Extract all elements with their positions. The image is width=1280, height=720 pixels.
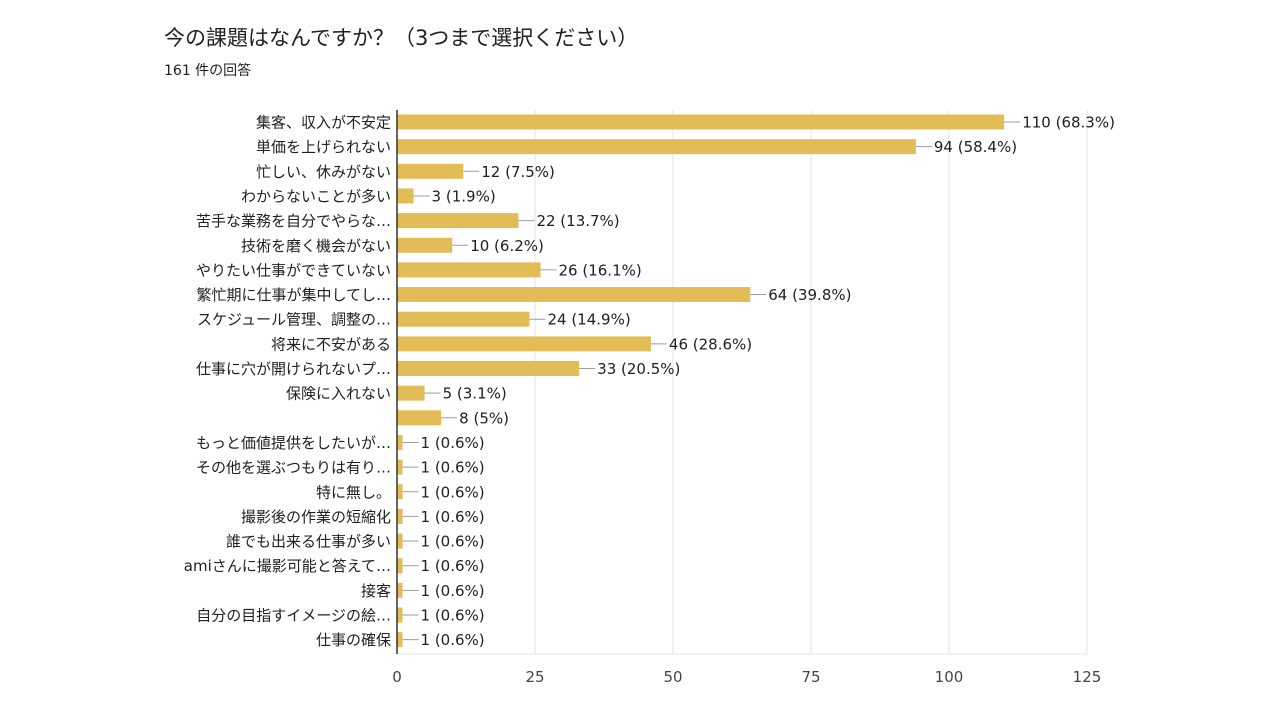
data-label: 1 (0.6%) bbox=[421, 508, 485, 526]
bar bbox=[397, 508, 403, 524]
x-tick-label: 50 bbox=[663, 668, 682, 686]
bar bbox=[397, 607, 403, 623]
data-label: 33 (20.5%) bbox=[597, 360, 680, 378]
category-label: 撮影後の作業の短縮化 bbox=[241, 508, 391, 526]
bar bbox=[397, 582, 403, 598]
category-label: やりたい仕事ができていない bbox=[196, 261, 391, 279]
category-label: 単価を上げられない bbox=[256, 138, 391, 156]
bar bbox=[397, 434, 403, 450]
bar bbox=[397, 385, 425, 401]
bar bbox=[397, 139, 916, 155]
bar bbox=[397, 163, 464, 179]
bar bbox=[397, 237, 453, 253]
category-label: amiさんに撮影可能と答えて… bbox=[184, 557, 391, 575]
bar bbox=[397, 361, 580, 376]
data-label: 1 (0.6%) bbox=[421, 533, 485, 551]
data-label: 46 (28.6%) bbox=[669, 335, 752, 353]
bar bbox=[397, 558, 403, 574]
bar bbox=[397, 213, 519, 229]
category-label: スケジュール管理、調整の… bbox=[197, 311, 391, 329]
category-label: 仕事の確保 bbox=[316, 631, 391, 649]
x-tick-label: 125 bbox=[1073, 668, 1102, 686]
data-labels: 110 (68.3%) 94 (58.4%) 12 (7.5%) 3 (1.9%) 22… bbox=[402, 114, 1115, 649]
data-label: 5 (3.1%) bbox=[443, 385, 507, 403]
category-label: 将来に不安がある bbox=[271, 335, 391, 353]
data-label: 1 (0.6%) bbox=[421, 434, 485, 452]
x-tick-label: 0 bbox=[392, 668, 402, 686]
category-label: 集客、収入が不安定 bbox=[256, 114, 391, 132]
bar bbox=[397, 287, 751, 303]
bar bbox=[397, 114, 1005, 130]
category-label: 繁忙期に仕事が集中してし… bbox=[196, 286, 391, 304]
data-label: 1 (0.6%) bbox=[421, 631, 485, 649]
x-tick-label: 25 bbox=[525, 668, 544, 686]
data-label: 1 (0.6%) bbox=[421, 483, 485, 501]
grid-lines bbox=[397, 110, 1088, 655]
bar bbox=[397, 336, 651, 352]
data-label: 3 (1.9%) bbox=[432, 187, 496, 205]
question-title: 今の課題はなんですか？（3つまで選択ください） bbox=[164, 26, 639, 50]
category-label: 特に無し。 bbox=[316, 483, 391, 501]
data-label: 1 (0.6%) bbox=[421, 557, 485, 575]
category-label: その他を選ぶつもりは有り… bbox=[196, 459, 391, 477]
category-label: 誰でも出来る仕事が多い bbox=[226, 533, 391, 551]
category-label: 仕事に穴が開けられないプ… bbox=[196, 360, 391, 378]
data-label: 64 (39.8%) bbox=[768, 286, 851, 304]
bar bbox=[397, 262, 541, 278]
category-label: 自分の目指すイメージの絵… bbox=[196, 607, 391, 625]
data-label: 26 (16.1%) bbox=[559, 261, 642, 279]
x-tick-label: 100 bbox=[935, 668, 964, 686]
category-label: 保険に入れない bbox=[286, 385, 391, 403]
category-label: 苦手な業務を自分でやらな… bbox=[196, 212, 391, 230]
bar bbox=[397, 311, 530, 327]
category-label: 技術を磨く機会がない bbox=[241, 237, 391, 255]
x-tick-label: 75 bbox=[801, 668, 820, 686]
category-label: もっと価値提供をしたいが… bbox=[196, 434, 391, 452]
bar bbox=[397, 484, 403, 500]
bar bbox=[397, 188, 414, 204]
data-label: 110 (68.3%) bbox=[1022, 114, 1115, 132]
bar bbox=[397, 533, 403, 549]
data-label: 24 (14.9%) bbox=[547, 311, 630, 329]
response-count: 161 件の回答 bbox=[164, 63, 252, 79]
category-label: 忙しい、休みがない bbox=[256, 163, 391, 181]
data-label: 10 (6.2%) bbox=[470, 237, 544, 255]
data-label: 22 (13.7%) bbox=[536, 212, 619, 230]
data-label: 12 (7.5%) bbox=[481, 163, 555, 181]
data-label: 1 (0.6%) bbox=[421, 459, 485, 477]
data-label: 94 (58.4%) bbox=[934, 138, 1017, 156]
x-axis-ticks: 0 25 50 75 100 125 bbox=[392, 668, 1101, 686]
bar bbox=[397, 632, 403, 648]
bar bbox=[397, 410, 442, 426]
bar bbox=[397, 459, 403, 475]
bars bbox=[397, 114, 1005, 648]
data-label: 8 (5%) bbox=[459, 409, 509, 427]
category-label: わからないことが多い bbox=[241, 187, 391, 205]
data-label: 1 (0.6%) bbox=[421, 607, 485, 625]
category-labels: 集客、収入が不安定単価を上げられない忙しい、休みがないわからないことが多い苦手な… bbox=[184, 114, 391, 650]
data-label: 1 (0.6%) bbox=[421, 582, 485, 600]
category-label: 接客 bbox=[361, 582, 391, 600]
